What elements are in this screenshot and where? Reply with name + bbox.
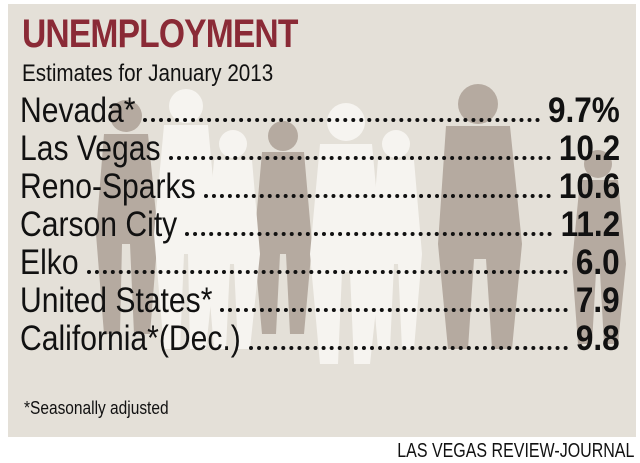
row-value: 6.0 [576,243,620,282]
chart-title: UNEMPLOYMENT [22,12,298,56]
table-row: California*(Dec.) 9.8 [20,320,620,358]
row-value: 9.8 [576,319,620,358]
table-row: Nevada* 9.7% [20,92,620,130]
row-leader-dots [86,270,569,274]
row-value: 10.6 [558,167,620,206]
source-credit: LAS VEGAS REVIEW-JOURNAL [396,440,634,462]
unemployment-graphic: UNEMPLOYMENT Estimates for January 2013 … [8,4,636,437]
row-label: Reno-Sparks [20,167,196,206]
silhouette-figure-far-right [572,150,626,344]
silhouette-figure-left [96,100,158,334]
silhouette-figure-light-1 [154,89,218,349]
silhouette-figure-light-4 [370,130,422,349]
row-leader-dots [143,118,541,122]
row-value: 9.7% [548,91,620,130]
row-label: Elko [20,243,79,282]
row-leader-dots [203,194,551,198]
row-label: Carson City [20,205,178,244]
row-label: United States* [20,281,213,320]
row-label: Las Vegas [20,129,161,168]
row-label: Nevada* [20,91,136,130]
table-row: Reno-Sparks 10.6 [20,168,620,206]
row-leader-dots [168,156,551,160]
row-value: 11.2 [560,205,620,244]
row-value: 10.2 [558,129,620,168]
row-leader-dots [220,308,569,312]
data-table: Nevada* 9.7% Las Vegas 10.2 Reno-Sparks … [20,92,620,358]
footnote: *Seasonally adjusted [24,398,169,418]
chart-subtitle: Estimates for January 2013 [22,60,274,87]
table-row: Carson City 11.2 [20,206,620,244]
silhouette-figure-light-2 [206,130,260,349]
row-leader-dots [185,232,553,236]
table-row: Elko 6.0 [20,244,620,282]
row-leader-dots [248,346,569,350]
table-row: United States* 7.9 [20,282,620,320]
table-row: Las Vegas 10.2 [20,130,620,168]
row-value: 7.9 [576,281,620,320]
silhouette-figure-right [438,84,522,349]
row-label: California*(Dec.) [20,319,241,358]
